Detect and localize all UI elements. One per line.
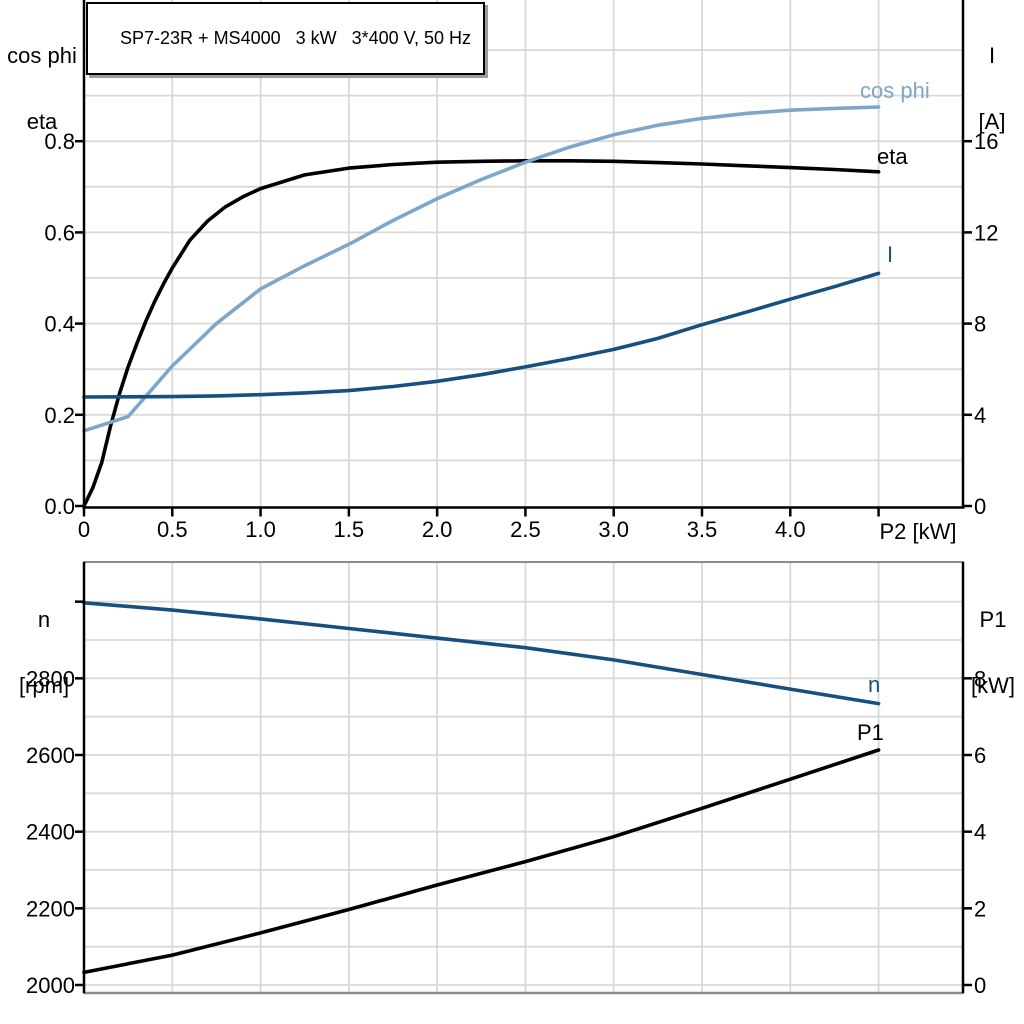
curve-label-eta: eta [877, 144, 908, 169]
x-tick-label: 4.0 [775, 517, 806, 542]
curve-label-cos-phi: cos phi [860, 78, 930, 103]
y-right-tick-label: 0 [974, 494, 986, 519]
y-right-tick-label: 6 [974, 743, 986, 768]
axis-label-p1-unit: [kW] [971, 673, 1015, 698]
y-left-tick-label: 2600 [26, 743, 75, 768]
y-left-tick-label: 0.4 [44, 312, 75, 337]
y-right-tick-label: 8 [974, 312, 986, 337]
x-tick-label: 3.5 [687, 517, 718, 542]
y-left-tick-label: 0.6 [44, 220, 75, 245]
x-tick-label: 1.5 [334, 517, 365, 542]
x-tick-label: 2.0 [422, 517, 453, 542]
axis-label-p1: P1 [979, 607, 1007, 632]
curve-label-speed: n [868, 672, 881, 697]
curve-label-current: I [887, 242, 894, 267]
chart-title: SP7-23R + MS4000 3 kW 3*400 V, 50 Hz [120, 28, 472, 48]
x-tick-label: 0 [78, 517, 90, 542]
x-tick-label: 3.0 [598, 517, 629, 542]
y-left-tick-label: 0.8 [44, 129, 75, 154]
y-right-tick-label: 2 [974, 896, 986, 921]
top-left-axis-label: cos phi eta [0, 1, 84, 177]
x-tick-label: 1.0 [245, 517, 276, 542]
bottom-left-axis-label: n [rpm] [4, 565, 84, 741]
curve-n [82, 600, 881, 706]
axis-label-current: I [988, 43, 996, 68]
y-right-tick-label: 8 [974, 666, 986, 691]
y-right-tick-label: 0 [974, 973, 986, 998]
curve-cos-phi [82, 105, 881, 433]
y-right-tick-label: 12 [974, 220, 998, 245]
curve-eta [82, 159, 881, 508]
x-axis-label-p2: P2 [kW] [879, 519, 957, 544]
curve-label-p1: P1 [857, 720, 884, 745]
y-left-tick-label: 0.2 [44, 403, 75, 428]
axis-label-current-unit: [A] [978, 109, 1006, 134]
y-right-tick-label: 4 [974, 820, 986, 845]
axis-label-cos-phi: cos phi [7, 43, 77, 68]
axis-label-eta: eta [26, 109, 58, 134]
y-right-tick-label: 16 [974, 129, 998, 154]
axis-label-speed: n [37, 607, 51, 632]
y-left-tick-label: 2400 [26, 820, 75, 845]
curve-P1 [82, 748, 881, 975]
bottom-right-axis-label: P1 [kW] [963, 565, 1023, 741]
y-left-tick-label: 2000 [26, 973, 75, 998]
x-tick-label: 2.5 [510, 517, 541, 542]
y-left-tick-label: 2200 [26, 896, 75, 921]
chart-title-box: SP7-23R + MS4000 3 kW 3*400 V, 50 Hz [86, 2, 486, 75]
y-left-tick-label: 0.0 [44, 494, 75, 519]
top-right-axis-label: I [A] [963, 1, 1021, 177]
x-tick-label: 0.5 [157, 517, 188, 542]
axis-label-speed-unit: [rpm] [18, 673, 70, 698]
y-right-tick-label: 4 [974, 403, 986, 428]
y-left-tick-label: 2800 [26, 666, 75, 691]
curve-I [82, 271, 881, 399]
